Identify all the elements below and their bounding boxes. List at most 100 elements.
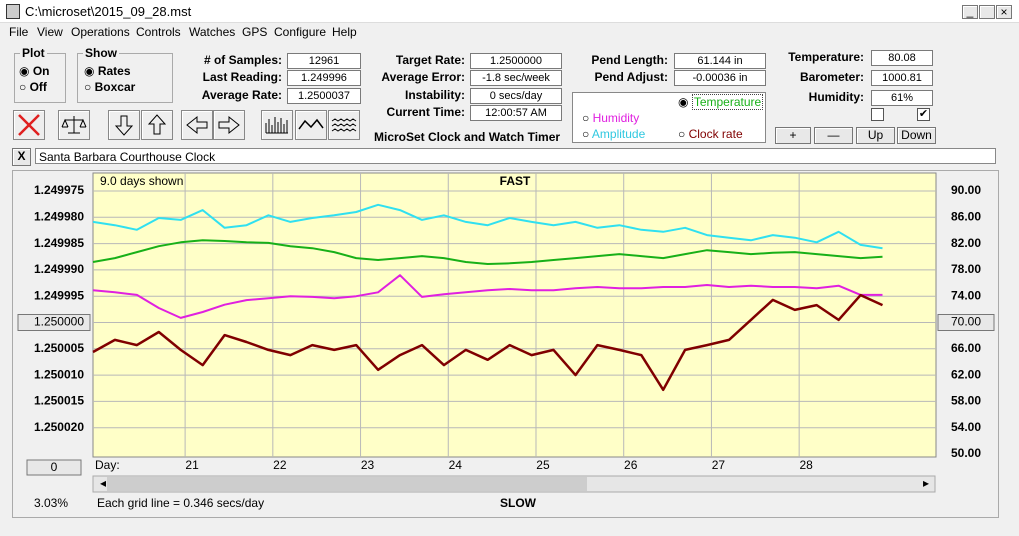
menu-item[interactable]: Operations bbox=[71, 25, 130, 39]
y2-tick-label: 62.00 bbox=[951, 367, 981, 381]
x-tick-label: 28 bbox=[799, 458, 813, 472]
menu-item[interactable]: Controls bbox=[136, 25, 181, 39]
scroll-thumb[interactable] bbox=[107, 477, 587, 491]
field-label: Last Reading: bbox=[202, 70, 282, 84]
group-title: Plot bbox=[20, 46, 47, 60]
radio[interactable]: ○ Clock rate bbox=[678, 127, 743, 141]
menu-item[interactable]: View bbox=[37, 25, 63, 39]
maximize[interactable] bbox=[979, 5, 995, 19]
up-button[interactable] bbox=[141, 110, 173, 140]
tick-button bbox=[937, 314, 995, 331]
radio[interactable]: ◉ Temperature bbox=[678, 94, 764, 110]
series-line bbox=[92, 293, 884, 392]
radio-label: Rates bbox=[97, 64, 131, 78]
button[interactable]: — bbox=[814, 127, 853, 144]
field-label: Instability: bbox=[404, 88, 465, 102]
group-title: Show bbox=[83, 46, 119, 60]
radio[interactable]: ◉ Rates bbox=[84, 64, 131, 78]
field-label: # of Samples: bbox=[203, 53, 282, 67]
y-tick-label: 1.250005 bbox=[34, 341, 84, 355]
series-line bbox=[92, 239, 883, 265]
y-tick-label: 1.250010 bbox=[34, 367, 84, 381]
button[interactable]: Up bbox=[856, 127, 895, 144]
field-label: Average Error: bbox=[381, 70, 465, 84]
y2-tick-label: 90.00 bbox=[951, 183, 981, 197]
field-value: 61% bbox=[871, 90, 933, 106]
x-tick-label: 25 bbox=[536, 458, 550, 472]
x-tick-label: 22 bbox=[273, 458, 287, 472]
menu-item[interactable]: Help bbox=[332, 25, 357, 39]
y-tick-label: 1.249975 bbox=[34, 183, 84, 197]
fast-label: FAST bbox=[500, 174, 531, 188]
close-clock[interactable]: X bbox=[12, 148, 31, 166]
series-line bbox=[92, 203, 883, 250]
field-label: Humidity: bbox=[808, 90, 864, 104]
field-label: Target Rate: bbox=[395, 53, 465, 67]
down-button[interactable] bbox=[108, 110, 140, 140]
menu-item[interactable]: Watches bbox=[189, 25, 236, 39]
field-value: 1.2500037 bbox=[287, 88, 361, 104]
radio[interactable]: ○ Boxcar bbox=[84, 80, 136, 94]
radio-label: Humidity bbox=[592, 111, 640, 125]
stop-button[interactable] bbox=[13, 110, 45, 140]
menu-item[interactable]: GPS bbox=[242, 25, 268, 39]
icon bbox=[114, 115, 134, 136]
title-bar: C:\microset\2015_09_28.mst _ × bbox=[0, 0, 1019, 23]
menu-bar: File View Operations Controls Watches GPS Conf… bbox=[0, 23, 1019, 42]
field-value: 61.144 in bbox=[674, 53, 766, 69]
clock-name[interactable]: Santa Barbara Courthouse Clock bbox=[35, 148, 996, 164]
checkbox[interactable]: ✔ bbox=[917, 108, 930, 121]
noise-button[interactable] bbox=[328, 110, 360, 140]
radio[interactable]: ◉ On bbox=[19, 64, 50, 78]
menu-item[interactable]: Configure bbox=[274, 25, 327, 39]
x-tick-label: 26 bbox=[624, 458, 638, 472]
window-title: C:\microset\2015_09_28.mst bbox=[25, 4, 192, 19]
icon bbox=[331, 118, 357, 132]
field-value: 12:00:57 AM bbox=[470, 105, 562, 121]
minimize[interactable]: _ bbox=[962, 5, 978, 19]
series-line bbox=[92, 274, 883, 319]
wave-button[interactable] bbox=[295, 110, 327, 140]
close-window[interactable]: × bbox=[996, 5, 1012, 19]
scroll-left[interactable]: ◂ bbox=[100, 476, 106, 490]
field-label: Average Rate: bbox=[201, 88, 282, 102]
zero-button[interactable] bbox=[26, 459, 82, 476]
grid bbox=[93, 173, 936, 457]
radio-label: Off bbox=[29, 80, 47, 94]
icon bbox=[186, 115, 208, 135]
app-title: MicroSet Clock and Watch Timer bbox=[374, 130, 561, 144]
radio-label: Amplitude bbox=[591, 127, 646, 141]
icon bbox=[147, 114, 167, 135]
right-button[interactable] bbox=[213, 110, 245, 140]
x-tick-label: 27 bbox=[712, 458, 726, 472]
field-value: 12961 bbox=[287, 53, 361, 69]
y-tick-label: 1.249980 bbox=[34, 209, 84, 223]
y2-tick-label: 86.00 bbox=[951, 209, 981, 223]
bars-button[interactable] bbox=[261, 110, 293, 140]
radio[interactable]: ○ Amplitude bbox=[582, 127, 646, 141]
x-tick-label: 21 bbox=[185, 458, 199, 472]
checkbox[interactable] bbox=[871, 108, 884, 121]
y2-tick-label: 82.00 bbox=[951, 236, 981, 250]
field-value: -0.00036 in bbox=[674, 70, 766, 86]
y2-tick-label: 74.00 bbox=[951, 288, 981, 302]
button[interactable]: + bbox=[775, 127, 811, 144]
y2-tick-label: 54.00 bbox=[951, 420, 981, 434]
days-shown: 9.0 days shown bbox=[100, 174, 183, 188]
field-value: 80.08 bbox=[871, 50, 933, 66]
y-tick-label: 1.249995 bbox=[34, 288, 84, 302]
button[interactable]: Down bbox=[897, 127, 936, 144]
scroll-right[interactable]: ▸ bbox=[923, 476, 929, 490]
left-button[interactable] bbox=[181, 110, 213, 140]
field-value: -1.8 sec/week bbox=[470, 70, 562, 86]
icon bbox=[61, 116, 87, 134]
grid-note: Each grid line = 0.346 secs/day bbox=[97, 496, 264, 510]
chart-panel bbox=[12, 170, 999, 518]
menu-item[interactable]: File bbox=[9, 25, 29, 39]
radio[interactable]: ○ Off bbox=[19, 80, 47, 94]
radio[interactable]: ○ Humidity bbox=[582, 111, 640, 125]
x-tick-label: 24 bbox=[449, 458, 463, 472]
x-tick-label: 23 bbox=[361, 458, 375, 472]
radio-label: Clock rate bbox=[688, 127, 743, 141]
scale-button[interactable] bbox=[58, 110, 90, 140]
